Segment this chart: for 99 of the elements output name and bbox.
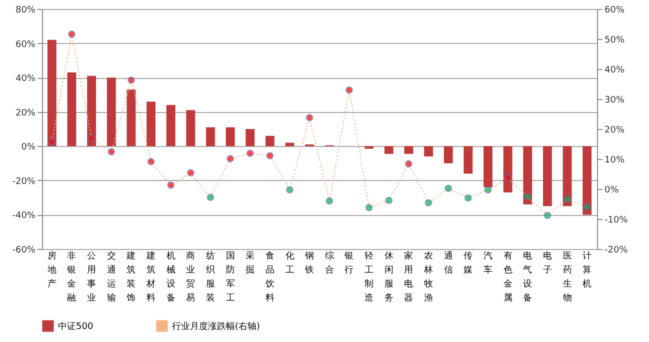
bar: [404, 146, 414, 154]
point: [266, 152, 274, 160]
legend-label: 中证500: [58, 321, 94, 332]
point: [206, 194, 214, 202]
x-tick-label: 纺织服装: [206, 250, 215, 304]
bar: [166, 105, 176, 146]
point: [167, 181, 174, 189]
point: [128, 76, 135, 84]
point: [68, 30, 76, 38]
y-tick-label: -40%: [12, 211, 36, 222]
bar: [444, 146, 453, 164]
y-tick-label: 60%: [15, 40, 36, 50]
point: [564, 196, 571, 203]
x-tick-label: 非银金融: [66, 250, 76, 304]
y-tick-label: 20%: [15, 108, 36, 118]
x-tick-label: 轻工制造: [364, 250, 374, 304]
y-tick-label: 0%: [21, 142, 36, 153]
point: [187, 169, 194, 176]
point: [365, 204, 373, 212]
bar: [47, 40, 56, 146]
y2-tick-label: 30%: [604, 96, 625, 106]
x-tick-label: 交通运输: [106, 250, 116, 304]
point: [583, 203, 591, 211]
x-tick-label: 机械设备: [166, 250, 176, 304]
x-tick-label: 房地产: [46, 250, 56, 290]
point: [306, 114, 314, 122]
y2-tick-label: 50%: [604, 36, 625, 46]
x-tick-label: 电气设备: [523, 250, 532, 304]
point: [147, 158, 155, 166]
point: [424, 199, 432, 206]
bar: [226, 127, 235, 146]
point: [286, 186, 294, 194]
x-tick-label: 汽车: [483, 250, 492, 276]
x-tick-label: 商业贸易: [186, 250, 196, 304]
y2-tick-label: -10%: [604, 216, 628, 226]
bar: [186, 110, 196, 146]
x-tick-label: 综合: [324, 250, 334, 276]
point: [226, 155, 234, 162]
x-tick-label: 有色金属: [503, 250, 512, 304]
point: [544, 212, 552, 220]
bar: [146, 102, 156, 146]
legend-label: 行业月度涨跌幅(右轴): [172, 321, 260, 332]
x-tick-label: 公用事业: [87, 250, 96, 304]
x-tick-label: 建筑材料: [146, 250, 156, 304]
y-tick-label: -60%: [12, 246, 36, 256]
y-tick-label: -20%: [12, 176, 36, 187]
bar: [246, 129, 255, 146]
bar: [206, 127, 215, 146]
x-tick-label: 化工: [285, 250, 294, 276]
y2-tick-label: 20%: [604, 126, 625, 136]
y2-tick-label: 60%: [604, 6, 625, 16]
bar: [364, 146, 374, 149]
x-tick-label: 休闲服务: [384, 250, 394, 304]
x-tick-label: 传媒: [464, 250, 473, 276]
bar: [542, 146, 552, 206]
point: [326, 197, 334, 205]
x-tick-label: 钢铁: [304, 250, 314, 276]
y-tick-label: 40%: [15, 74, 36, 84]
x-tick-label: 采掘: [246, 250, 255, 276]
x-tick-label: 食品饮料: [264, 250, 274, 304]
point: [385, 196, 393, 204]
x-tick-label: 计算机: [582, 250, 592, 290]
x-tick-label: 建筑装饰: [126, 250, 136, 304]
point: [524, 193, 532, 200]
bar: [582, 146, 592, 215]
bar: [562, 146, 572, 206]
point: [48, 138, 56, 146]
bar: [106, 78, 116, 146]
bar: [126, 90, 136, 146]
bar: [87, 76, 96, 146]
bar: [384, 146, 394, 154]
y2-tick-label: -20%: [604, 246, 628, 256]
point: [246, 150, 254, 157]
bar: [67, 72, 76, 146]
x-tick-label: 银行: [344, 250, 354, 276]
point: [108, 148, 116, 156]
x-tick-label: 医药生物: [562, 250, 572, 304]
point: [405, 160, 412, 168]
x-tick-label: 农林牧渔: [423, 250, 434, 304]
y2-tick-label: 40%: [604, 66, 625, 76]
point: [484, 186, 492, 194]
bar: [484, 146, 492, 188]
x-tick-label: 电子: [542, 250, 552, 276]
point: [88, 134, 96, 142]
x-tick-label: 家用电器: [404, 250, 414, 304]
y2-tick-label: 10%: [604, 156, 625, 166]
bar: [424, 146, 433, 156]
x-tick-label: 通信: [444, 250, 453, 276]
bar: [285, 142, 294, 146]
bar: [523, 146, 532, 204]
point: [346, 86, 353, 94]
bar: [464, 146, 473, 174]
point: [444, 184, 452, 192]
y-tick-label: 80%: [15, 6, 36, 16]
y2-tick-label: 0%: [604, 186, 620, 196]
x-tick-label: 国防军工: [226, 252, 235, 304]
point: [464, 194, 472, 202]
point: [504, 174, 512, 182]
bar: [265, 136, 274, 146]
